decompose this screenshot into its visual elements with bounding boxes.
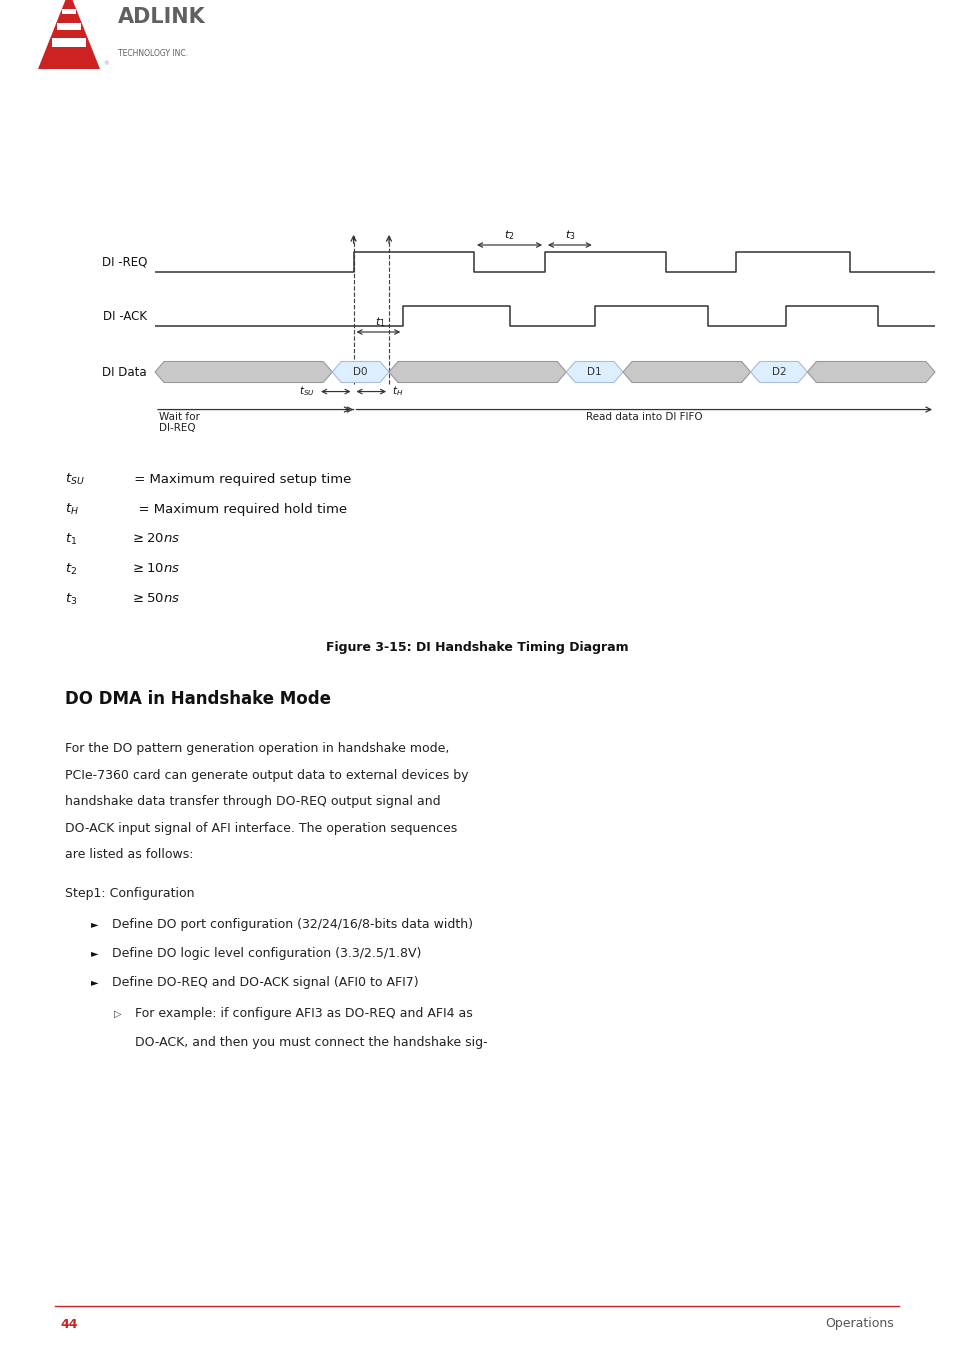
Text: $t_3$: $t_3$ (564, 229, 575, 242)
Polygon shape (750, 362, 806, 382)
Text: DO-ACK input signal of AFI interface. The operation sequences: DO-ACK input signal of AFI interface. Th… (65, 822, 456, 835)
Text: DO DMA in Handshake Mode: DO DMA in Handshake Mode (65, 691, 331, 708)
Polygon shape (806, 362, 934, 382)
Text: $  \geq 50 ns$: $ \geq 50 ns$ (130, 593, 180, 605)
Polygon shape (57, 23, 81, 30)
Text: Operations: Operations (824, 1317, 893, 1331)
Text: D0: D0 (353, 367, 368, 376)
Polygon shape (566, 362, 622, 382)
Text: TECHNOLOGY INC.: TECHNOLOGY INC. (118, 49, 188, 57)
Text: $  \geq 20 ns$: $ \geq 20 ns$ (130, 532, 180, 546)
Polygon shape (62, 9, 76, 15)
Polygon shape (622, 362, 750, 382)
Text: D1: D1 (587, 367, 601, 376)
Text: handshake data transfer through DO-REQ output signal and: handshake data transfer through DO-REQ o… (65, 796, 440, 808)
Text: Step1: Configuration: Step1: Configuration (65, 887, 194, 900)
Text: Define DO logic level configuration (3.3/2.5/1.8V): Define DO logic level configuration (3.3… (112, 946, 421, 960)
Text: DO-ACK, and then you must connect the handshake sig-: DO-ACK, and then you must connect the ha… (135, 1036, 487, 1049)
Text: $t_H$: $t_H$ (65, 501, 79, 516)
Text: $t_1$: $t_1$ (375, 314, 385, 329)
Text: $t_{SU}$: $t_{SU}$ (65, 471, 85, 486)
Text: For example: if configure AFI3 as DO-REQ and AFI4 as: For example: if configure AFI3 as DO-REQ… (135, 1007, 473, 1020)
Text: $t_{SU}$: $t_{SU}$ (299, 385, 314, 398)
Text: DI Data: DI Data (102, 366, 147, 379)
Text: $t_H$: $t_H$ (392, 385, 403, 398)
Polygon shape (51, 38, 87, 47)
Text: D2: D2 (771, 367, 785, 376)
Text: 44: 44 (60, 1317, 77, 1331)
Polygon shape (38, 0, 100, 69)
Text: ►: ► (91, 949, 99, 959)
Text: Define DO-REQ and DO-ACK signal (AFI0 to AFI7): Define DO-REQ and DO-ACK signal (AFI0 to… (112, 976, 418, 988)
Text: Define DO port configuration (32/24/16/8-bits data width): Define DO port configuration (32/24/16/8… (112, 918, 473, 932)
Text: PCIe-7360 card can generate output data to external devices by: PCIe-7360 card can generate output data … (65, 769, 468, 783)
Text: DI -ACK: DI -ACK (103, 310, 147, 322)
Text: ®: ® (103, 61, 109, 66)
Polygon shape (154, 362, 332, 382)
Text: Wait for
DI-REQ: Wait for DI-REQ (159, 412, 200, 433)
Polygon shape (389, 362, 566, 382)
Text: Read data into DI FIFO: Read data into DI FIFO (585, 412, 701, 421)
Text: DI -REQ: DI -REQ (102, 256, 147, 268)
Text: = Maximum required setup time: = Maximum required setup time (130, 473, 351, 486)
Text: $t_1$: $t_1$ (65, 532, 77, 547)
Polygon shape (332, 362, 389, 382)
Text: are listed as follows:: are listed as follows: (65, 849, 193, 861)
Text: Figure 3-15: DI Handshake Timing Diagram: Figure 3-15: DI Handshake Timing Diagram (325, 640, 628, 654)
Text: For the DO pattern generation operation in handshake mode,: For the DO pattern generation operation … (65, 742, 449, 756)
Text: $t_2$: $t_2$ (65, 562, 77, 577)
Text: ADLINK: ADLINK (118, 7, 206, 27)
Text: = Maximum required hold time: = Maximum required hold time (130, 502, 347, 516)
Text: ►: ► (91, 978, 99, 987)
Text: $t_2$: $t_2$ (504, 229, 515, 242)
Text: $  \geq 10 ns$: $ \geq 10 ns$ (130, 562, 180, 575)
Text: ►: ► (91, 919, 99, 929)
Text: $t_3$: $t_3$ (65, 592, 77, 607)
Text: ▷: ▷ (114, 1009, 122, 1018)
